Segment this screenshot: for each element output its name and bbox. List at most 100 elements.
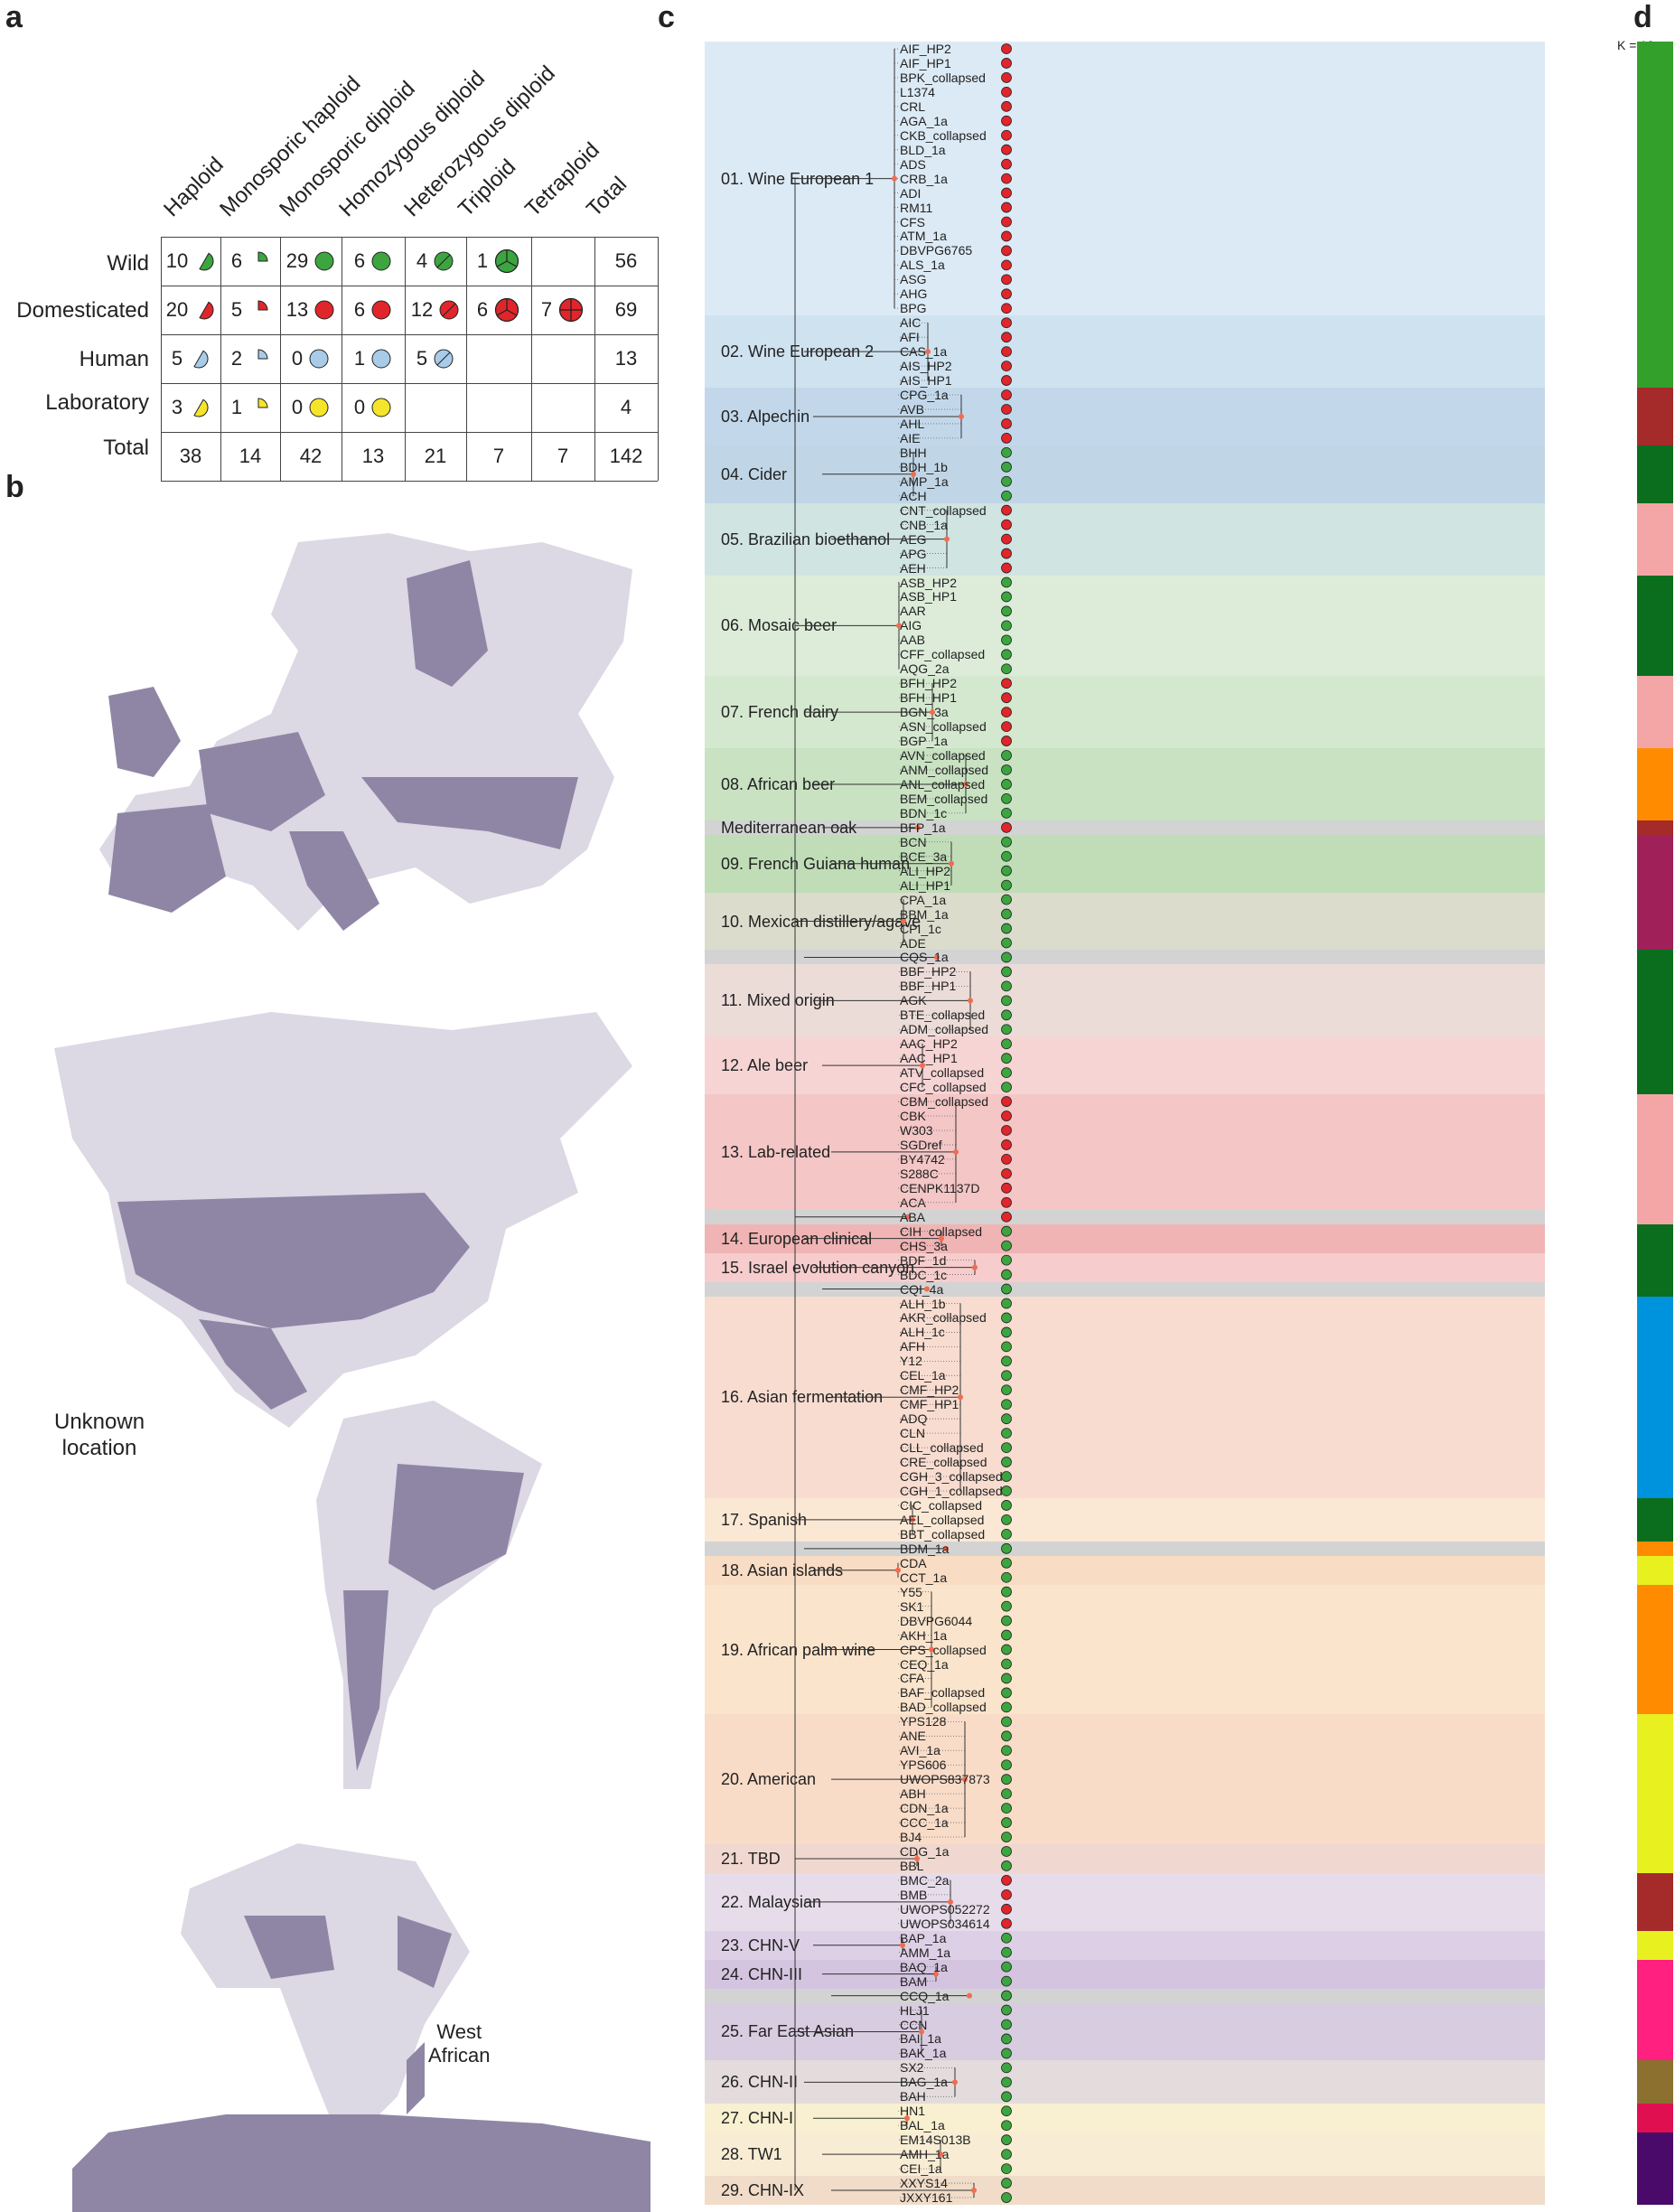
tip-status-marker (1001, 1067, 1012, 1079)
tip-status-marker (1001, 1038, 1012, 1050)
table-hline (161, 334, 658, 335)
cell-value: 56 (614, 249, 638, 272)
tip-status-marker (1001, 923, 1012, 934)
tip-label: BAD_collapsed (900, 1700, 987, 1715)
row-header-domesticated: Domesticated (16, 298, 149, 323)
tip-status-marker (1001, 274, 1012, 286)
tip-label: BBF_HP2 (900, 964, 957, 979)
clade-label: 19. African palm wine (721, 1640, 876, 1659)
tip-label: AIS_HP1 (900, 373, 952, 389)
tip-status-marker (1001, 1917, 1012, 1929)
tip-status-marker (1001, 2120, 1012, 2132)
cell-value: 14 (239, 445, 262, 467)
cell-value: 142 (609, 445, 643, 467)
table-vline (531, 237, 532, 481)
cell-value: 13 (361, 445, 385, 467)
tip-status-marker (1001, 865, 1012, 876)
col-header: Haploid (159, 152, 229, 222)
bootstrap-node (953, 1148, 959, 1155)
tip-status-marker (1001, 129, 1012, 141)
unknown-location-label: Unknown location (54, 1410, 145, 1460)
tip-label: BDN_1c (900, 805, 948, 820)
tip-label: ADI (900, 185, 922, 201)
tip-status-marker (1001, 1298, 1012, 1309)
table-vline (466, 237, 467, 481)
tip-status-marker (1001, 259, 1012, 271)
tip-label: ADE (900, 935, 926, 951)
tip-label: BTE_collapsed (900, 1008, 986, 1023)
table-cell: 20 (161, 286, 220, 334)
clade-label: 25. Far East Asian (721, 2022, 855, 2041)
tip-label: JXXY161 (900, 2190, 953, 2206)
tip-label: BAM (900, 1973, 928, 1989)
south-america-region (316, 1401, 542, 1789)
tip-status-marker (1001, 317, 1012, 329)
bootstrap-node (915, 824, 921, 830)
admixture-segment (1637, 1959, 1673, 1989)
tip-label: AAB (900, 633, 926, 648)
ploidy-marker-icon (309, 349, 329, 369)
tip-status-marker (1001, 1111, 1012, 1121)
tip-label: AAC_HP1 (900, 1051, 958, 1066)
table-hline (161, 481, 658, 482)
table-cell: 6 (220, 237, 280, 286)
cell-value: 4 (620, 396, 632, 418)
table-cell: 5 (161, 334, 220, 383)
tip-status-marker (1001, 548, 1012, 559)
tip-label: CIH_collapsed (900, 1223, 983, 1239)
tip-status-marker (1001, 1225, 1012, 1237)
tip-label: BDF_1d (900, 1252, 947, 1268)
clade-label: 20. American (721, 1770, 817, 1789)
table-cell (531, 237, 594, 286)
tip-status-marker (1001, 2004, 1012, 2016)
tip-status-marker (1001, 807, 1012, 819)
cell-value: 20 (165, 298, 189, 321)
tip-label: BAQ_1a (900, 1959, 948, 1974)
bootstrap-node (910, 1516, 915, 1523)
cell-value: 21 (424, 445, 447, 467)
tip-label: AHG (900, 286, 928, 302)
tip-status-marker (1001, 1586, 1012, 1598)
tip-status-marker (1001, 1528, 1012, 1540)
tip-status-marker (1001, 591, 1012, 603)
tip-label: CRB_1a (900, 171, 948, 186)
table-cell (531, 383, 594, 432)
tip-label: CFF_collapsed (900, 647, 986, 662)
panel-label-b: b (5, 470, 24, 504)
tip-label: CPS_collapsed (900, 1642, 987, 1657)
tip-label: BBM_1a (900, 906, 949, 922)
tip-status-marker (1001, 1615, 1012, 1626)
tip-label: ATV_collapsed (900, 1065, 985, 1081)
table-cell: 0 (280, 334, 342, 383)
cell-value: 0 (291, 347, 304, 370)
cell-value: 5 (416, 347, 428, 370)
tip-status-marker (1001, 1457, 1012, 1467)
tip-label: ACA (900, 1195, 926, 1210)
admixture-bar (1637, 42, 1673, 2207)
tip-label: YPS128 (900, 1714, 947, 1729)
table-cell (531, 334, 594, 383)
tip-label: SGDref (900, 1137, 942, 1152)
admixture-segment (1637, 1555, 1673, 1585)
table-cell: 4 (405, 237, 466, 286)
table-cell: 0 (342, 383, 405, 432)
tip-label: AIC (900, 315, 922, 331)
table-cell: 1 (342, 334, 405, 383)
bootstrap-node (962, 1776, 968, 1783)
tip-label: BMC_2a (900, 1872, 950, 1888)
tip-status-marker (1001, 1125, 1012, 1136)
tip-status-marker (1001, 303, 1012, 314)
table-cell: 13 (594, 334, 658, 383)
tip-label: ABH (900, 1786, 926, 1802)
table-cell: 21 (405, 432, 466, 481)
admixture-segment (1637, 1714, 1673, 1844)
tip-label: UWOPS837873 (900, 1772, 990, 1787)
tip-status-marker (1001, 1283, 1012, 1295)
tip-label: CENPK1137D (900, 1180, 980, 1195)
clade-band: 07. French dairy (705, 676, 1545, 749)
tip-status-marker (1001, 605, 1012, 617)
geographic-maps: Unknown location West African (0, 506, 669, 2212)
tip-status-marker (1001, 1341, 1012, 1353)
bootstrap-node (967, 1992, 972, 1999)
tip-status-marker (1001, 1932, 1012, 1944)
